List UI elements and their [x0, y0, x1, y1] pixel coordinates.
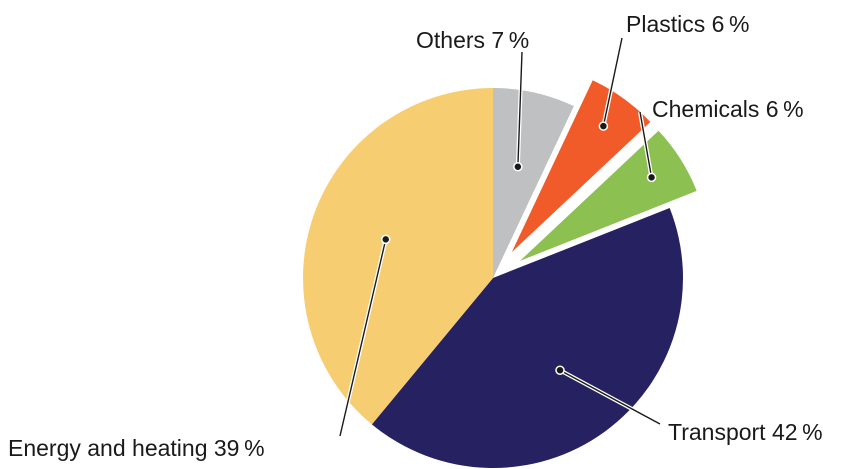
label-transport: Transport 42 %: [668, 419, 823, 445]
slice-chemicals: [520, 130, 697, 261]
leader-dot: [380, 234, 391, 245]
label-chemicals: Chemicals 6 %: [652, 96, 804, 122]
leader-line: [339, 239, 387, 437]
leader-lines: [338, 37, 661, 437]
pie-slices: [303, 80, 697, 469]
leader-line: [559, 369, 661, 425]
label-energy-and-heating: Energy and heating 39 %: [8, 435, 265, 461]
leader-dot: [513, 161, 523, 172]
leader-dot: [555, 365, 565, 375]
leader-dot: [598, 121, 609, 131]
slice-labels: Others 7 % Plastics 6 % Chemicals 6 % Tr…: [8, 11, 823, 461]
leader-line: [517, 51, 523, 167]
label-plastics: Plastics 6 %: [626, 11, 749, 37]
label-others: Others 7 %: [416, 27, 529, 53]
slice-energy-and-heating: [303, 88, 493, 425]
leader-line: [602, 37, 623, 127]
slice-plastics: [511, 80, 651, 253]
leader-dot: [646, 172, 657, 183]
leader-line: [639, 111, 653, 178]
slice-others: [493, 88, 574, 278]
slice-transport: [371, 208, 683, 469]
